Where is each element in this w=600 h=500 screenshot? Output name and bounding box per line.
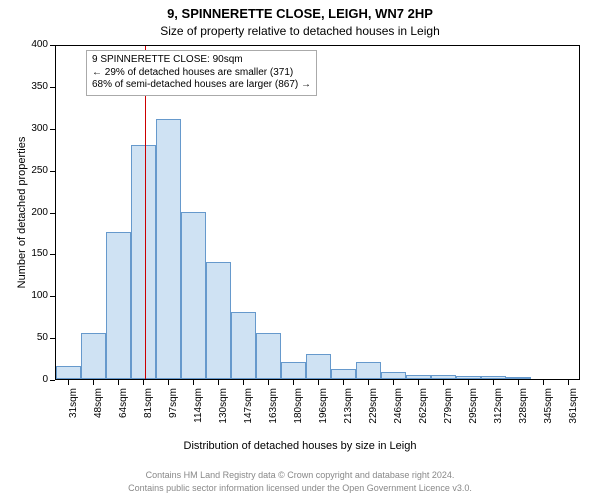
y-tick	[50, 129, 55, 130]
x-tick	[168, 380, 169, 385]
x-tick-label: 361sqm	[568, 388, 579, 438]
y-tick-label: 100	[31, 290, 48, 301]
x-tick	[218, 380, 219, 385]
y-tick	[50, 338, 55, 339]
x-tick-label: 31sqm	[68, 388, 79, 438]
x-tick	[93, 380, 94, 385]
y-tick	[50, 254, 55, 255]
chart-container: 9, SPINNERETTE CLOSE, LEIGH, WN7 2HP Siz…	[0, 0, 600, 500]
x-tick-label: 163sqm	[268, 388, 279, 438]
x-tick	[393, 380, 394, 385]
bar	[506, 377, 531, 379]
x-tick	[468, 380, 469, 385]
bar	[156, 119, 181, 379]
x-tick-label: 81sqm	[143, 388, 154, 438]
x-tick	[243, 380, 244, 385]
legend-line: 68% of semi-detached houses are larger (…	[92, 79, 311, 92]
x-tick	[293, 380, 294, 385]
y-tick-label: 150	[31, 248, 48, 259]
bar	[181, 212, 206, 380]
x-tick	[518, 380, 519, 385]
x-tick	[143, 380, 144, 385]
x-tick-label: 64sqm	[118, 388, 129, 438]
x-tick	[118, 380, 119, 385]
bar	[306, 354, 331, 379]
x-tick-label: 147sqm	[243, 388, 254, 438]
y-tick-label: 200	[31, 207, 48, 218]
bar	[56, 366, 81, 379]
x-tick	[318, 380, 319, 385]
x-tick	[343, 380, 344, 385]
x-tick-label: 213sqm	[343, 388, 354, 438]
y-tick-label: 0	[42, 374, 48, 385]
y-axis-title: Number of detached properties	[16, 45, 28, 380]
y-tick	[50, 87, 55, 88]
legend-box: 9 SPINNERETTE CLOSE: 90sqm← 29% of detac…	[86, 50, 317, 96]
y-tick	[50, 171, 55, 172]
bar	[331, 369, 356, 379]
y-tick	[50, 380, 55, 381]
x-tick	[268, 380, 269, 385]
y-tick-label: 250	[31, 165, 48, 176]
x-tick-label: 328sqm	[518, 388, 529, 438]
x-tick	[68, 380, 69, 385]
x-tick-label: 345sqm	[543, 388, 554, 438]
y-tick-label: 300	[31, 123, 48, 134]
y-tick-label: 50	[37, 332, 48, 343]
x-tick-label: 48sqm	[93, 388, 104, 438]
bar	[431, 375, 456, 379]
x-tick-label: 196sqm	[318, 388, 329, 438]
x-tick-label: 312sqm	[493, 388, 504, 438]
bar	[106, 232, 131, 379]
bar	[406, 375, 431, 379]
x-tick	[193, 380, 194, 385]
x-axis-title: Distribution of detached houses by size …	[0, 440, 600, 452]
plot-area: 9 SPINNERETTE CLOSE: 90sqm← 29% of detac…	[55, 45, 580, 380]
title-line2: Size of property relative to detached ho…	[0, 24, 600, 38]
attribution-line1: Contains HM Land Registry data © Crown c…	[0, 470, 600, 480]
x-tick	[443, 380, 444, 385]
bar	[381, 372, 406, 379]
y-tick	[50, 45, 55, 46]
y-tick-label: 400	[31, 39, 48, 50]
bar	[481, 376, 506, 379]
x-tick-label: 295sqm	[468, 388, 479, 438]
y-tick	[50, 296, 55, 297]
x-tick-label: 229sqm	[368, 388, 379, 438]
x-tick	[418, 380, 419, 385]
x-tick-label: 130sqm	[218, 388, 229, 438]
attribution-line2: Contains public sector information licen…	[0, 483, 600, 493]
x-tick-label: 97sqm	[168, 388, 179, 438]
bar	[206, 262, 231, 379]
bar	[81, 333, 106, 379]
bar	[456, 376, 481, 379]
y-tick	[50, 213, 55, 214]
x-tick-label: 246sqm	[393, 388, 404, 438]
title-line1: 9, SPINNERETTE CLOSE, LEIGH, WN7 2HP	[0, 6, 600, 21]
y-tick-label: 350	[31, 81, 48, 92]
x-tick-label: 262sqm	[418, 388, 429, 438]
x-tick-label: 279sqm	[443, 388, 454, 438]
bar	[281, 362, 306, 379]
x-tick	[543, 380, 544, 385]
legend-line: ← 29% of detached houses are smaller (37…	[92, 67, 311, 80]
bar	[356, 362, 381, 379]
x-tick	[568, 380, 569, 385]
bar	[131, 145, 156, 380]
bar	[231, 312, 256, 379]
legend-line: 9 SPINNERETTE CLOSE: 90sqm	[92, 54, 311, 67]
x-tick-label: 180sqm	[293, 388, 304, 438]
bar	[256, 333, 281, 379]
x-tick-label: 114sqm	[193, 388, 204, 438]
property-marker-line	[145, 46, 146, 379]
x-tick	[368, 380, 369, 385]
x-tick	[493, 380, 494, 385]
